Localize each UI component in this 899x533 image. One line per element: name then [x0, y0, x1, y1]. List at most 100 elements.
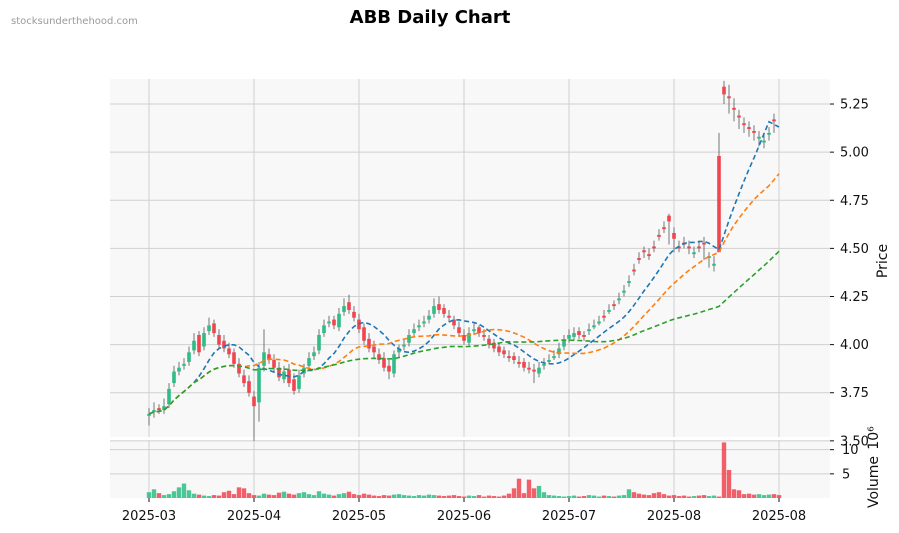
candle-body: [407, 334, 411, 343]
candle-body: [317, 334, 321, 351]
date-tick-label: 2025-08: [752, 509, 806, 524]
volume-bar: [216, 495, 222, 498]
candle-body: [262, 352, 266, 366]
price-tick-label: 3.75: [840, 386, 869, 401]
volume-bar: [321, 493, 327, 498]
price-tick-label: 4.25: [840, 290, 869, 305]
volume-bar: [236, 487, 242, 498]
volume-bar: [556, 496, 562, 498]
candle-body: [757, 136, 761, 139]
volume-bar: [511, 488, 517, 498]
candle-body: [267, 354, 271, 361]
candle-body: [452, 319, 456, 326]
volume-bar: [741, 494, 747, 498]
candle-body: [717, 155, 721, 253]
candle-body: [202, 333, 206, 347]
candle-body: [527, 367, 531, 370]
candle-body: [437, 304, 441, 310]
candle-body: [477, 327, 481, 334]
volume-bar: [441, 496, 447, 498]
volume-bar: [581, 496, 587, 498]
candle-body: [197, 334, 201, 353]
volume-bar: [416, 495, 422, 498]
volume-bar: [751, 494, 757, 498]
volume-bar: [246, 493, 252, 498]
volume-bar: [601, 495, 607, 498]
candle-body: [687, 246, 691, 249]
volume-bar: [761, 495, 767, 498]
volume-bar: [386, 495, 392, 498]
candle-body: [737, 115, 741, 118]
candle-body: [447, 315, 451, 318]
candle-body: [247, 381, 251, 393]
volume-bar: [311, 495, 317, 498]
price-tick-label: 4.00: [840, 338, 869, 353]
volume-bar: [411, 496, 417, 498]
candle-body: [462, 334, 466, 341]
volume-bar: [241, 488, 247, 498]
candle-body: [182, 363, 186, 366]
volume-bar: [521, 493, 527, 498]
date-tick-label: 2025-07: [542, 509, 596, 524]
candle-body: [607, 309, 611, 312]
candle-body: [337, 313, 341, 328]
volume-bar: [531, 488, 537, 498]
volume-bar: [271, 495, 277, 498]
volume-bar: [341, 493, 347, 498]
volume-bar: [536, 485, 542, 498]
volume-bar: [526, 479, 532, 498]
candlesticks: [147, 80, 776, 441]
moving-average-lines: [148, 120, 780, 415]
volume-bar: [736, 490, 742, 498]
volume-axis-label: Volume: [866, 456, 882, 508]
candle-body: [347, 302, 351, 310]
volume-bar: [596, 496, 602, 498]
volume-bar: [641, 494, 647, 498]
candle-body: [767, 132, 771, 135]
candle-body: [772, 119, 776, 122]
volume-bar: [766, 494, 772, 498]
volume-bar: [516, 478, 522, 498]
candle-body: [542, 363, 546, 366]
candle-body: [742, 123, 746, 126]
candle-body: [222, 340, 226, 349]
candle-body: [392, 354, 396, 374]
volume-bar: [221, 492, 227, 498]
volume-bar: [266, 494, 272, 498]
candle-body: [167, 388, 171, 405]
candle-body: [567, 334, 571, 339]
watermark: stocksunderthehood.com: [11, 16, 138, 27]
candle-body: [207, 325, 211, 332]
volume-bar: [636, 493, 642, 498]
candle-body: [662, 227, 666, 230]
candle-body: [487, 338, 491, 345]
candle-body: [277, 367, 281, 378]
candle-body: [217, 334, 221, 345]
volume-bar: [251, 495, 257, 498]
candle-body: [637, 258, 641, 260]
candle-body: [522, 361, 526, 368]
volume-bar: [156, 493, 162, 498]
axes: 3.50 3.75 4.00 4.25 4.50 4.75 5.00 5.25 5 10 2025-…: [122, 98, 869, 524]
candle-body: [617, 298, 621, 301]
volume-bar: [606, 496, 612, 498]
volume-bar: [676, 496, 682, 498]
candle-body: [342, 306, 346, 312]
candle-body: [537, 367, 541, 374]
volume-bar: [546, 495, 552, 498]
volume-bar: [366, 494, 372, 498]
candle-body: [237, 363, 241, 374]
volume-bar: [431, 495, 437, 498]
candle-body: [457, 327, 461, 334]
volume-bar: [396, 494, 402, 498]
candle-body: [562, 340, 566, 347]
volume-bar: [566, 496, 572, 498]
volume-bar: [551, 495, 557, 498]
volume-bar: [576, 496, 582, 498]
volume-bar: [646, 495, 652, 498]
volume-bar: [381, 495, 387, 498]
volume-bar: [591, 495, 597, 498]
candle-body: [672, 232, 676, 239]
candle-body: [612, 304, 616, 307]
volume-bar: [406, 495, 412, 498]
